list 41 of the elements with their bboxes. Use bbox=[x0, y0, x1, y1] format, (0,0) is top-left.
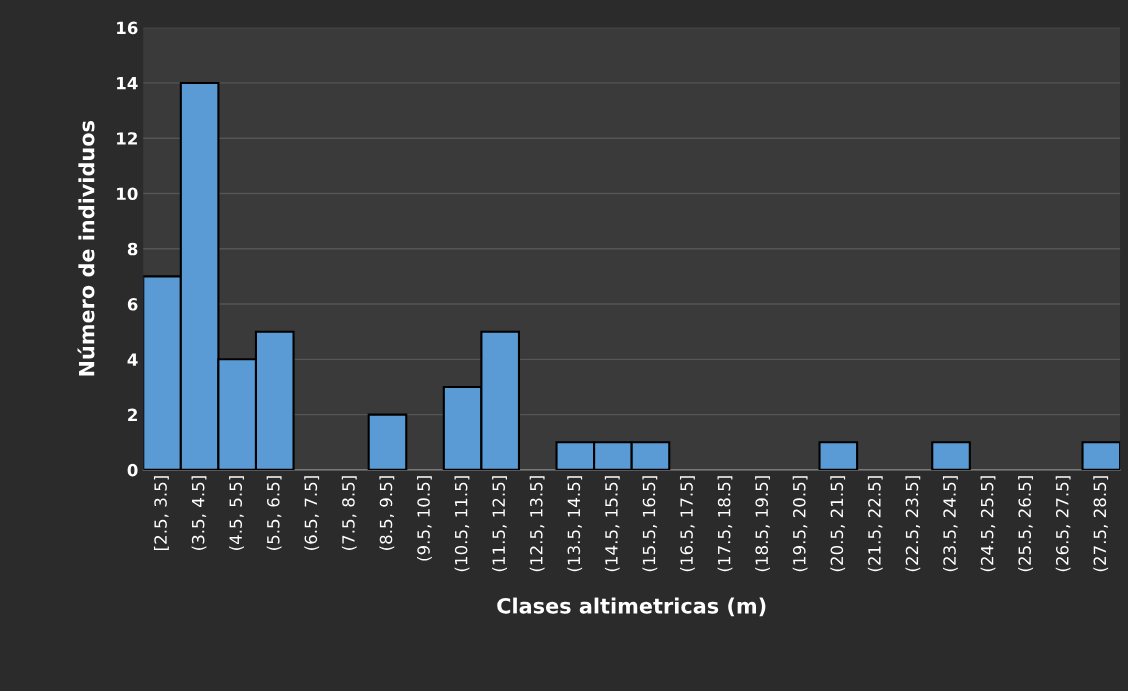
x-tick-label: (5.5, 6.5] bbox=[266, 476, 282, 550]
x-tick-label: (14.5, 15.5] bbox=[604, 476, 620, 572]
y-tick-label: 6 bbox=[127, 298, 138, 311]
x-tick-label: [2.5, 3.5] bbox=[153, 476, 169, 550]
x-tick-label: (13.5, 14.5] bbox=[567, 476, 583, 572]
x-tick-label: (17.5, 18.5] bbox=[717, 476, 733, 572]
y-tick-label: 10 bbox=[117, 187, 138, 201]
y-axis-title: Número de individuos bbox=[77, 121, 95, 376]
x-tick-label: (10.5, 11.5] bbox=[454, 476, 470, 572]
x-tick-label: (11.5, 12.5] bbox=[492, 476, 507, 572]
x-axis-title: Clases altimetricas (m) bbox=[497, 597, 766, 617]
x-tick-label: (8.5, 9.5] bbox=[379, 476, 395, 550]
x-tick-label: (26.5, 27.5] bbox=[1055, 476, 1071, 572]
x-tick-label: (15.5, 16.5] bbox=[642, 476, 658, 572]
y-tick-label: 14 bbox=[117, 77, 138, 90]
x-tick-label: (6.5, 7.5] bbox=[304, 476, 320, 550]
x-tick-label: (24.5, 25.5] bbox=[980, 476, 996, 572]
x-tick-label: (27.5, 28.5] bbox=[1093, 476, 1109, 572]
x-tick-label: (9.5, 10.5] bbox=[416, 476, 432, 561]
x-tick-label: (16.5, 17.5] bbox=[679, 476, 695, 572]
y-tick-label: 8 bbox=[127, 242, 138, 256]
bar bbox=[367, 413, 408, 470]
x-tick-label: (3.5, 4.5] bbox=[191, 476, 207, 550]
x-tick-label: (12.5, 13.5] bbox=[529, 476, 545, 572]
bar bbox=[1081, 441, 1121, 470]
x-tick-label: (4.5, 5.5] bbox=[229, 476, 244, 550]
x-tick-label: (7.5, 8.5] bbox=[341, 476, 357, 550]
bar bbox=[818, 441, 859, 470]
x-tick-label: (18.5, 19.5] bbox=[755, 476, 770, 572]
x-tick-label: (22.5, 23.5] bbox=[905, 476, 921, 572]
x-tick-label: (25.5, 26.5] bbox=[1018, 476, 1033, 572]
y-tick-label: 0 bbox=[127, 463, 138, 477]
x-tick-label: (23.5, 24.5] bbox=[942, 476, 958, 572]
y-tick-label: 2 bbox=[128, 408, 137, 421]
y-tick-label: 4 bbox=[127, 353, 138, 366]
x-tick-label: (20.5, 21.5] bbox=[830, 476, 846, 572]
y-tick-label: 12 bbox=[117, 132, 137, 145]
bar bbox=[931, 441, 971, 470]
x-tick-label: (21.5, 22.5] bbox=[867, 476, 883, 572]
y-tick-label: 16 bbox=[117, 21, 138, 35]
x-tick-label: (19.5, 20.5] bbox=[792, 476, 808, 572]
